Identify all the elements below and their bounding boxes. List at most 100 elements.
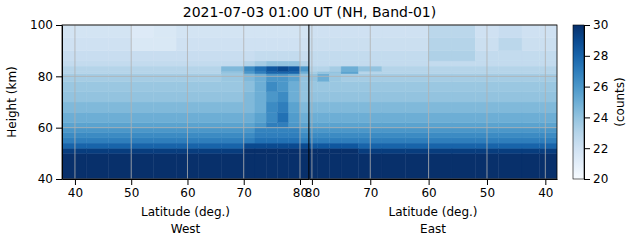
cell <box>266 51 277 61</box>
cell <box>221 71 244 74</box>
cell <box>309 138 318 143</box>
cell <box>277 138 288 143</box>
panel-subtitle: West <box>171 222 201 236</box>
cell <box>62 133 86 138</box>
cell <box>382 25 405 38</box>
cell <box>221 143 244 148</box>
cell <box>309 92 318 102</box>
cell <box>86 92 109 102</box>
cell <box>277 133 288 138</box>
tick-mark <box>584 179 590 180</box>
cell <box>199 112 222 122</box>
cell <box>289 61 300 66</box>
cell <box>199 92 222 102</box>
cell <box>62 38 86 51</box>
cell <box>318 74 330 82</box>
title: 2021-07-03 01:00 UT (NH, Band-01) <box>183 4 437 20</box>
cell <box>221 102 244 112</box>
cell <box>289 81 300 91</box>
tick-label: 40 <box>38 172 53 186</box>
cell <box>289 102 300 112</box>
cell <box>300 148 309 153</box>
cell <box>329 153 341 179</box>
cell <box>341 138 359 143</box>
cell <box>266 123 277 128</box>
cell <box>382 81 405 91</box>
cell <box>329 102 341 112</box>
cell <box>499 123 522 128</box>
cell <box>266 71 277 74</box>
cell <box>62 61 86 66</box>
cell <box>405 51 428 61</box>
grid-line <box>309 76 557 77</box>
cell <box>221 66 244 71</box>
grid-line <box>545 25 546 179</box>
cell <box>499 102 522 112</box>
cell <box>539 25 557 38</box>
tick: 40 <box>38 172 62 186</box>
cell <box>309 81 318 91</box>
cell <box>318 38 330 51</box>
cell <box>429 71 452 74</box>
heatmap-cells <box>62 25 309 179</box>
cell <box>221 25 244 38</box>
cell <box>405 81 428 91</box>
cell <box>452 25 475 38</box>
cell <box>329 128 341 133</box>
x-axis: 8070605040 <box>305 179 558 200</box>
cell <box>429 153 452 179</box>
cell <box>266 112 277 122</box>
cell <box>109 138 132 143</box>
tick: 40 <box>538 179 553 200</box>
cell <box>86 74 109 82</box>
cell <box>255 74 266 82</box>
cell <box>429 66 452 71</box>
cell <box>539 92 557 102</box>
cell <box>62 25 86 38</box>
cell <box>266 148 277 153</box>
cell <box>341 74 359 82</box>
cell <box>199 66 222 71</box>
cell <box>289 66 300 71</box>
cell <box>499 143 522 148</box>
cell <box>86 66 109 71</box>
cell <box>154 153 177 179</box>
colorbar-label: (counts) <box>613 77 627 126</box>
cell <box>309 66 318 71</box>
tick-label: 26 <box>593 80 608 94</box>
cell <box>329 123 341 128</box>
cell <box>539 153 557 179</box>
cell <box>244 61 255 66</box>
cell <box>522 74 540 82</box>
cell <box>277 25 288 38</box>
cell <box>289 133 300 138</box>
cell <box>109 123 132 128</box>
cell <box>309 102 318 112</box>
cell <box>109 148 132 153</box>
cell <box>199 81 222 91</box>
cell <box>199 38 222 51</box>
cell <box>429 112 452 122</box>
cell <box>499 128 522 133</box>
tick-mark <box>131 179 132 185</box>
x-axis-title: Latitude (deg.) <box>141 205 230 219</box>
cell <box>221 51 244 61</box>
cell <box>429 38 452 51</box>
tick-label: 50 <box>480 186 495 200</box>
cell <box>341 66 359 71</box>
cell <box>452 143 475 148</box>
grid-line <box>131 25 132 179</box>
cell <box>154 143 177 148</box>
cell <box>318 71 330 74</box>
cell <box>221 61 244 66</box>
cell <box>429 123 452 128</box>
tick-mark <box>584 56 590 57</box>
cell <box>522 51 540 61</box>
cell <box>452 123 475 128</box>
tick: 80 <box>38 70 62 84</box>
axis-line <box>584 26 585 180</box>
tick-mark <box>75 179 76 185</box>
cell <box>318 138 330 143</box>
cell <box>266 138 277 143</box>
cell <box>382 61 405 66</box>
